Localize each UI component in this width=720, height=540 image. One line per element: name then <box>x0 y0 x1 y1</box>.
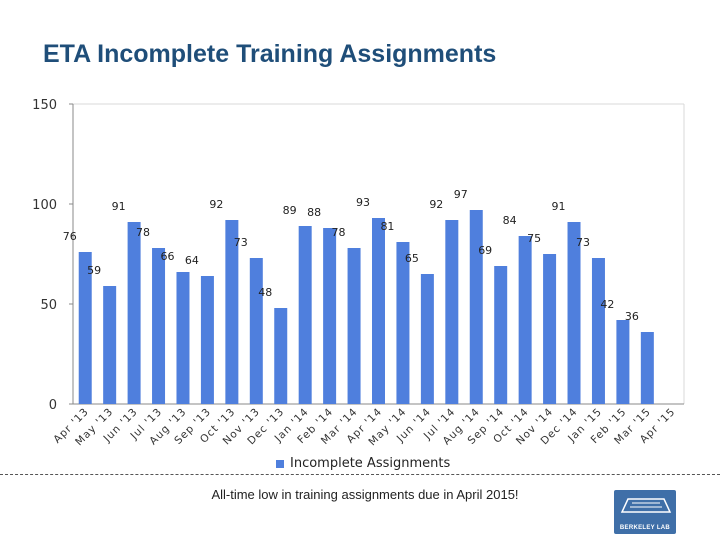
legend: Incomplete Assignments <box>276 456 450 471</box>
data-label: 97 <box>454 188 468 201</box>
data-label: 64 <box>185 254 199 267</box>
data-label: 73 <box>234 236 248 249</box>
legend-swatch <box>276 459 284 468</box>
data-label: 91 <box>112 200 126 213</box>
data-label: 92 <box>429 198 443 211</box>
bar <box>274 308 288 404</box>
data-label: 65 <box>405 252 419 265</box>
bar <box>494 266 508 404</box>
bar <box>152 248 166 404</box>
bar <box>347 248 361 404</box>
bar <box>372 218 385 404</box>
bar <box>396 242 410 404</box>
data-label: 93 <box>356 196 370 209</box>
bar <box>103 286 117 404</box>
bar <box>469 210 483 404</box>
y-tick-label: 100 <box>32 198 57 213</box>
y-tick-label: 50 <box>40 298 57 313</box>
data-label: 75 <box>527 232 541 245</box>
divider <box>0 474 720 475</box>
bar <box>200 276 214 404</box>
y-tick-label: 150 <box>32 98 57 113</box>
bar <box>445 220 459 404</box>
bar <box>518 236 532 404</box>
berkeley-lab-logo: BERKELEY LAB <box>614 490 676 534</box>
bar <box>567 222 581 404</box>
data-label: 84 <box>503 214 517 227</box>
data-label: 89 <box>283 204 297 217</box>
data-label: 59 <box>87 264 101 277</box>
data-label: 88 <box>307 206 321 219</box>
data-label: 42 <box>600 298 614 311</box>
data-label: 48 <box>258 286 272 299</box>
data-label: 81 <box>380 220 394 233</box>
bar <box>127 222 141 404</box>
data-label: 36 <box>625 310 639 323</box>
bar <box>640 332 654 404</box>
bar <box>591 258 605 404</box>
bar <box>298 226 312 404</box>
bar <box>543 254 557 404</box>
lab-building-icon <box>620 498 672 513</box>
data-label: 76 <box>63 230 77 243</box>
caption: All-time low in training assignments due… <box>211 487 519 502</box>
bar <box>225 220 239 404</box>
bar <box>249 258 263 404</box>
legend-label: Incomplete Assignments <box>290 456 451 471</box>
data-label: 66 <box>160 250 174 263</box>
data-label: 92 <box>209 198 223 211</box>
data-label: 91 <box>552 200 566 213</box>
data-label: 78 <box>136 226 150 239</box>
chart-title: ETA Incomplete Training Assignments <box>43 40 497 68</box>
data-label: 78 <box>332 226 346 239</box>
bar <box>323 228 337 404</box>
logo-text: BERKELEY LAB <box>619 525 671 531</box>
data-label: 73 <box>576 236 590 249</box>
bar <box>616 320 630 404</box>
y-tick-label: 0 <box>49 398 57 413</box>
data-label: 69 <box>478 244 492 257</box>
bar <box>420 274 434 404</box>
bar <box>78 252 92 404</box>
bar <box>176 272 190 404</box>
